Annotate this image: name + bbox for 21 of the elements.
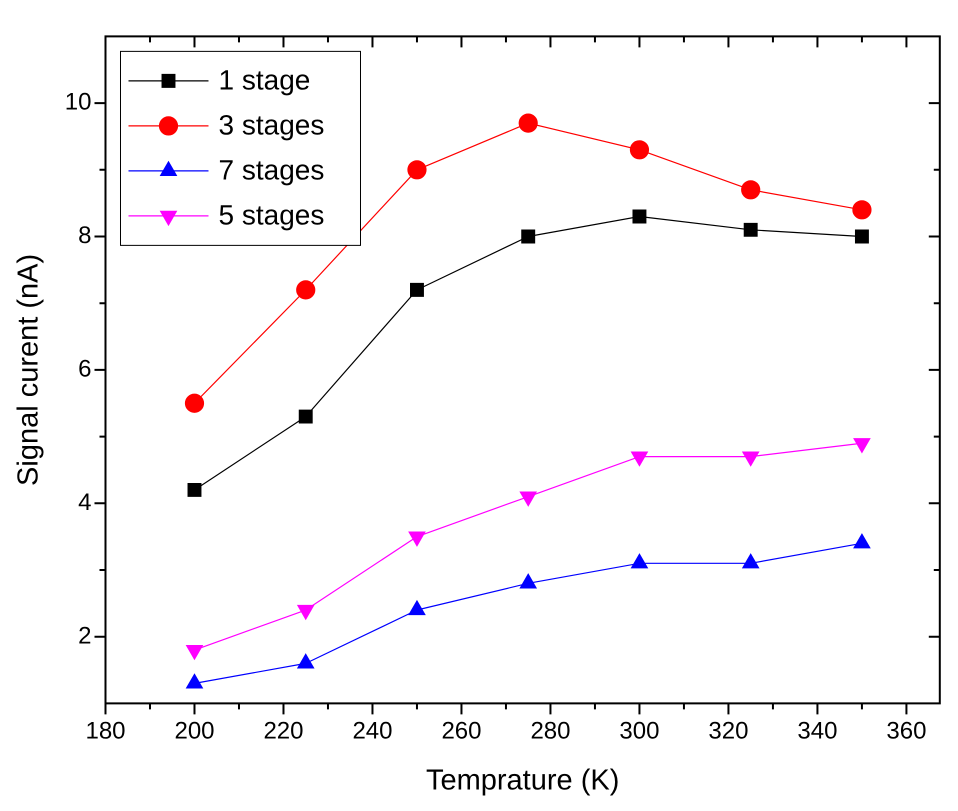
x-tick-label: 180 <box>85 717 126 744</box>
x-tick-label: 360 <box>886 717 926 744</box>
x-tick-label: 240 <box>352 717 392 744</box>
y-tick-label: 10 <box>64 88 92 116</box>
x-tick-label: 200 <box>174 717 215 744</box>
x-axis-title: Temprature (K) <box>426 764 620 797</box>
legend-label: 5 stages <box>218 200 324 231</box>
y-tick-label: 4 <box>78 488 92 516</box>
y-tick-label: 6 <box>78 356 92 383</box>
x-tick-label: 300 <box>619 717 660 744</box>
y-tick-label: 2 <box>78 622 92 650</box>
y-axis-title: Signal curent (nA) <box>12 254 44 486</box>
y-tick-label: 8 <box>78 222 92 250</box>
legend-label: 7 stages <box>218 154 324 186</box>
legend-label: 3 stages <box>218 110 324 141</box>
x-tick-label: 340 <box>797 717 838 744</box>
x-tick-label: 280 <box>530 717 570 744</box>
legend-label: 1 stage <box>218 64 310 96</box>
x-tick-label: 260 <box>441 717 482 744</box>
x-tick-label: 320 <box>708 717 748 744</box>
x-tick-label: 220 <box>263 717 304 744</box>
